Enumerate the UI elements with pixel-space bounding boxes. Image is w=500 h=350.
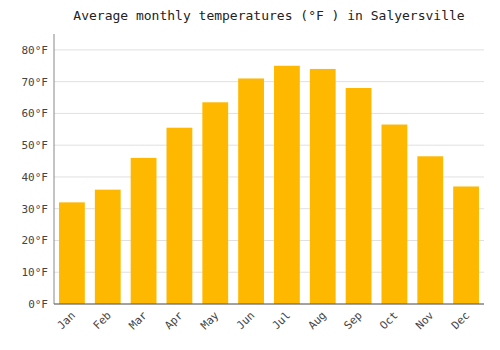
bar	[310, 69, 336, 304]
y-tick-label: 20°F	[22, 234, 49, 247]
x-tick-label: Apr	[162, 309, 186, 333]
y-tick-label: 0°F	[28, 298, 48, 311]
x-tick-label: Nov	[413, 309, 437, 333]
bar	[417, 156, 443, 304]
y-tick-label: 10°F	[22, 266, 49, 279]
bar	[59, 202, 85, 304]
chart-svg: Average monthly temperatures (°F ) in Sa…	[0, 0, 500, 350]
y-tick-label: 80°F	[22, 44, 49, 57]
grid-line	[54, 81, 484, 82]
x-tick-label: Oct	[377, 309, 400, 332]
y-tick-labels: 0°F 10°F 20°F 30°F 40°F 50°F 60°F 70°F 80°F	[22, 44, 49, 311]
bar	[274, 66, 300, 304]
bar	[346, 88, 372, 304]
x-tick-label: Feb	[91, 309, 114, 332]
x-tick-label: Aug	[306, 309, 329, 332]
title: Average monthly temperatures (°F ) in Sa…	[73, 8, 465, 23]
x-tick-label: Sep	[341, 309, 364, 332]
y-tick-label: 50°F	[22, 139, 49, 152]
x-tick-label: May	[198, 309, 222, 333]
y-tick-label: 40°F	[22, 171, 49, 184]
bar	[95, 190, 121, 304]
x-tick-label: Jan	[55, 309, 78, 332]
grid-line	[54, 113, 484, 114]
x-tick-label: Jun	[234, 309, 257, 332]
bar	[238, 78, 264, 304]
y-axis-line	[54, 34, 55, 304]
y-tick-label: 30°F	[22, 203, 49, 216]
bar	[167, 128, 193, 304]
y-tick-label: 60°F	[22, 107, 49, 120]
bar	[453, 186, 479, 304]
grid-line	[54, 49, 484, 50]
x-tick-labels: Jan Feb Mar Apr May Jun Jul Aug Sep Oct Nov Dec	[55, 309, 472, 333]
x-axis-line	[54, 303, 484, 304]
chart-container: Average monthly temperatures (°F ) in Sa…	[0, 0, 500, 350]
grid-line	[54, 304, 484, 305]
x-tick-label: Dec	[449, 309, 472, 332]
y-tick-label: 70°F	[22, 76, 49, 89]
grid	[54, 50, 484, 304]
bar	[382, 125, 408, 304]
x-tick-label: Jul	[270, 309, 293, 332]
bars	[59, 66, 479, 304]
bar	[202, 102, 228, 304]
grid-line	[54, 145, 484, 146]
x-tick-label: Mar	[126, 309, 150, 333]
bar	[131, 158, 157, 304]
